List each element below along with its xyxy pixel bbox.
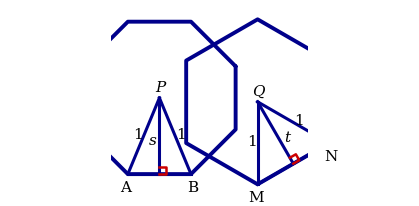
Text: A: A (120, 180, 132, 194)
Text: P: P (155, 81, 166, 95)
Text: t: t (284, 130, 290, 144)
Text: Q: Q (252, 84, 265, 98)
Text: B: B (187, 180, 199, 194)
Text: M: M (248, 190, 264, 204)
Text: N: N (324, 149, 338, 163)
Text: 1: 1 (133, 128, 142, 141)
Text: 1: 1 (247, 135, 256, 148)
Text: s: s (149, 133, 156, 147)
Text: 1: 1 (295, 114, 304, 128)
Text: 1: 1 (176, 128, 186, 141)
